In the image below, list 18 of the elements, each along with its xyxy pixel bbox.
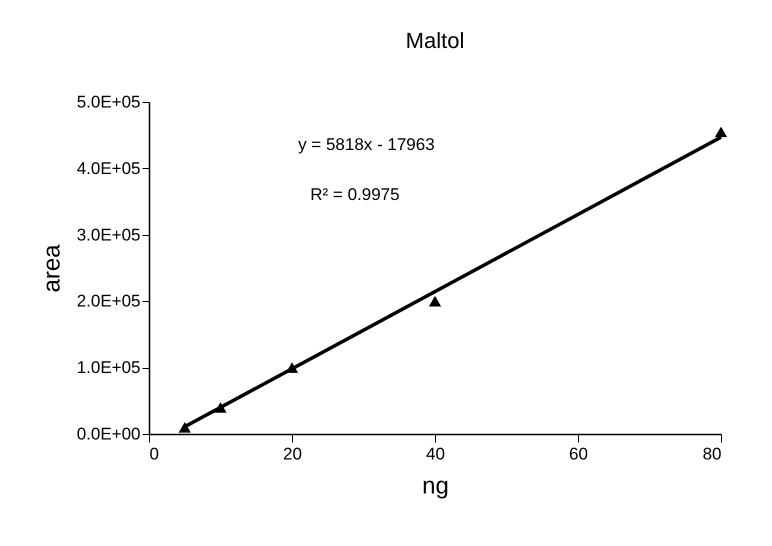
y-tick-label: 2.0E+05 [76,292,140,311]
point [428,296,442,307]
y-tick-label: 5.0E+05 [76,92,140,112]
annotation: R² = 0.9975 [310,184,400,204]
chart-title: Maltol [406,28,464,53]
y-tick-label: 4.0E+05 [76,158,140,178]
x-tick-label: 0 [150,444,159,464]
x-tick-label: 40 [426,444,445,464]
annotation: y = 5818x - 17963 [298,135,435,154]
x-tick-label: 60 [569,444,588,464]
y-tick-label: 1.0E+05 [76,358,140,378]
x-tick-label: 20 [283,444,302,464]
x-tick-label: 80 [702,444,722,464]
point [714,126,728,138]
y-axis-title: area [38,244,66,293]
y-tick-label: 0.0E+00 [76,424,140,444]
y-tick-label: 3.0E+05 [76,225,140,244]
x-axis-title: ng [422,472,449,500]
